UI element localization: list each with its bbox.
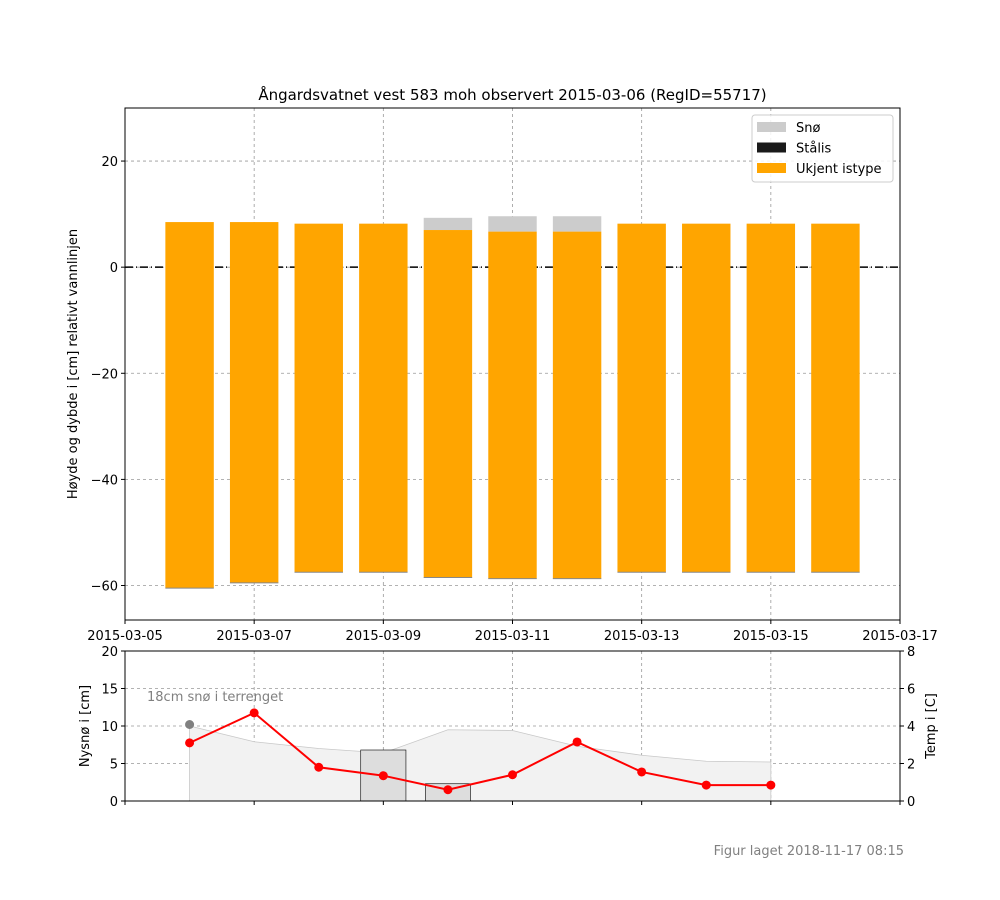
ice-bar — [423, 230, 473, 578]
snow-depth-area — [189, 725, 772, 802]
temperature-series — [185, 708, 776, 795]
top-x-tick-label: 2015-03-11 — [475, 629, 551, 644]
temperature-point — [572, 737, 582, 747]
right-y-tick-label: 2 — [907, 758, 915, 773]
new-snow-bar — [360, 749, 407, 802]
legend-swatch — [757, 163, 786, 173]
figure-timestamp: Figur laget 2018-11-17 08:15 — [714, 844, 904, 859]
left-y-tick-label: 20 — [101, 645, 118, 660]
legend-swatch — [757, 122, 786, 132]
top-x-tick-label: 2015-03-05 — [87, 629, 163, 644]
snow-bar — [423, 217, 473, 231]
legend-label: Ukjent istype — [796, 162, 882, 177]
bottom-x-ticks — [124, 801, 901, 805]
temperature-axis-label: Temp i [C] — [924, 693, 939, 760]
ice-bar — [552, 231, 602, 579]
temperature-line — [189, 711, 771, 791]
ice-bar — [617, 223, 666, 573]
ice-bar — [294, 223, 343, 573]
top-y-tick-label: −20 — [91, 367, 118, 382]
legend-label: Stålis — [796, 142, 832, 157]
top-x-tick-label: 2015-03-09 — [346, 629, 422, 644]
top-x-tick-label: 2015-03-13 — [604, 629, 680, 644]
ice-bar — [229, 222, 279, 583]
legend: Snø Stålis Ukjent istype — [751, 114, 894, 183]
bottom-left-y-ticks: 0 5 10 15 20 — [101, 645, 125, 810]
left-y-tick-label: 5 — [110, 758, 118, 773]
temperature-point — [637, 767, 647, 777]
right-y-tick-label: 4 — [907, 720, 915, 735]
new-snow-axis-label: Nysnø i [cm] — [78, 685, 93, 767]
ice-bar — [682, 223, 731, 573]
legend-label: Snø — [796, 121, 820, 136]
snow-bar — [552, 216, 602, 232]
weather-plot: 0 5 10 15 20 0 2 4 6 8 Nysnø i [cm] Temp i [C] 1… — [78, 645, 939, 810]
temperature-point — [378, 771, 388, 781]
right-y-tick-label: 8 — [907, 645, 915, 660]
bottom-right-y-ticks: 0 2 4 6 8 — [900, 645, 915, 810]
left-y-tick-label: 10 — [101, 720, 118, 735]
ice-bar — [359, 223, 408, 573]
temperature-point — [185, 738, 195, 748]
legend-swatch — [757, 142, 786, 153]
snow-bar — [488, 216, 537, 232]
snow-terrain-annotation: 18cm snø i terrenget — [147, 690, 283, 705]
temperature-point — [314, 762, 324, 772]
top-y-axis-label: Høyde og dybde i [cm] relativt vannlinje… — [66, 229, 81, 499]
top-x-tick-label: 2015-03-15 — [733, 629, 809, 644]
temperature-point — [249, 708, 259, 718]
chart-title: Ångardsvatnet vest 583 moh observert 201… — [258, 85, 766, 104]
ice-bar — [811, 223, 860, 573]
temperature-point — [443, 785, 453, 795]
ice-bar — [488, 231, 537, 579]
top-x-ticks: 2015-03-05 2015-03-07 2015-03-09 2015-03-11… — [87, 620, 938, 644]
top-y-tick-label: −60 — [91, 580, 118, 595]
right-y-tick-label: 6 — [907, 683, 915, 698]
top-y-tick-label: 20 — [101, 155, 118, 170]
temperature-point — [766, 780, 776, 790]
right-y-tick-label: 0 — [907, 795, 915, 810]
legend-box — [751, 114, 894, 183]
left-y-tick-label: 0 — [110, 795, 118, 810]
top-y-ticks: −60 −40 −20 0 20 — [91, 155, 125, 595]
ice-bar — [165, 222, 214, 589]
top-y-tick-label: 0 — [110, 261, 118, 276]
top-y-tick-label: −40 — [91, 473, 118, 488]
top-x-tick-label: 2015-03-17 — [862, 629, 938, 644]
temperature-point — [701, 780, 711, 790]
temperature-point — [508, 770, 517, 780]
left-y-tick-label: 15 — [101, 683, 118, 698]
ice-bars — [165, 216, 860, 589]
snow-depth-observation-point — [185, 720, 195, 729]
ice-bar — [746, 223, 796, 573]
top-x-tick-label: 2015-03-07 — [216, 629, 292, 644]
